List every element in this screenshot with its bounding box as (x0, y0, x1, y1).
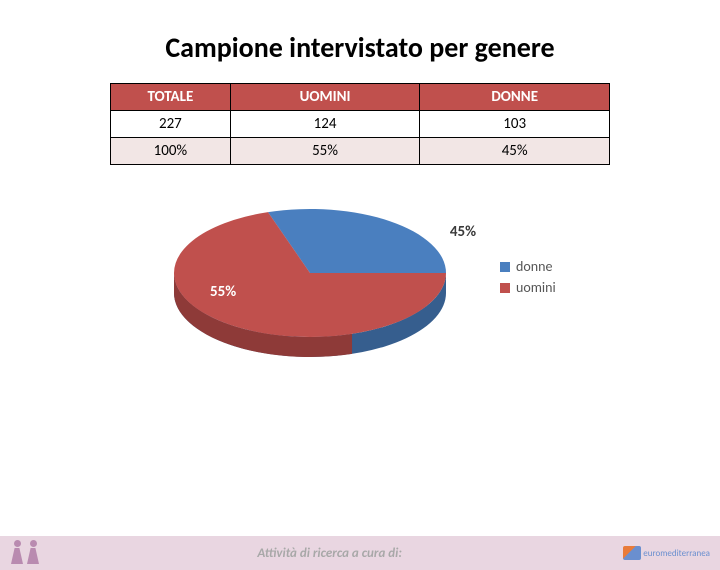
table-row: 227 124 103 (111, 111, 610, 138)
pie-chart: 45% 55% (150, 177, 470, 377)
table-cell: 227 (111, 111, 231, 138)
legend-label: donne (516, 258, 552, 275)
table-cell: 100% (111, 138, 231, 165)
pie-slice-label-uomini: 55% (210, 283, 236, 301)
pie-legend: donne uomini (500, 254, 556, 300)
table-cell: 45% (420, 138, 610, 165)
pie-chart-area: 45% 55% donne uomini (110, 177, 610, 377)
pie-slice-label-donne: 45% (450, 223, 476, 241)
table-cell: 124 (230, 111, 420, 138)
table-header: TOTALE (111, 84, 231, 111)
table-cell: 55% (230, 138, 420, 165)
people-icon (10, 540, 40, 566)
legend-item: donne (500, 258, 556, 275)
table-header: UOMINI (230, 84, 420, 111)
legend-swatch-uomini (500, 283, 510, 293)
legend-label: uomini (516, 279, 556, 296)
table-row: 100% 55% 45% (111, 138, 610, 165)
legend-swatch-donne (500, 262, 510, 272)
footer-bar: Attività di ricerca a cura di: euromedit… (0, 536, 720, 570)
page-title: Campione intervistato per genere (0, 30, 720, 65)
table-cell: 103 (420, 111, 610, 138)
table-header-row: TOTALE UOMINI DONNE (111, 84, 610, 111)
data-table: TOTALE UOMINI DONNE 227 124 103 100% 55%… (110, 83, 610, 165)
footer-text: Attività di ricerca a cura di: (40, 546, 619, 561)
legend-item: uomini (500, 279, 556, 296)
footer-logo-text: euromediterranea (643, 548, 710, 559)
footer-logo-icon (623, 546, 641, 560)
table-header: DONNE (420, 84, 610, 111)
